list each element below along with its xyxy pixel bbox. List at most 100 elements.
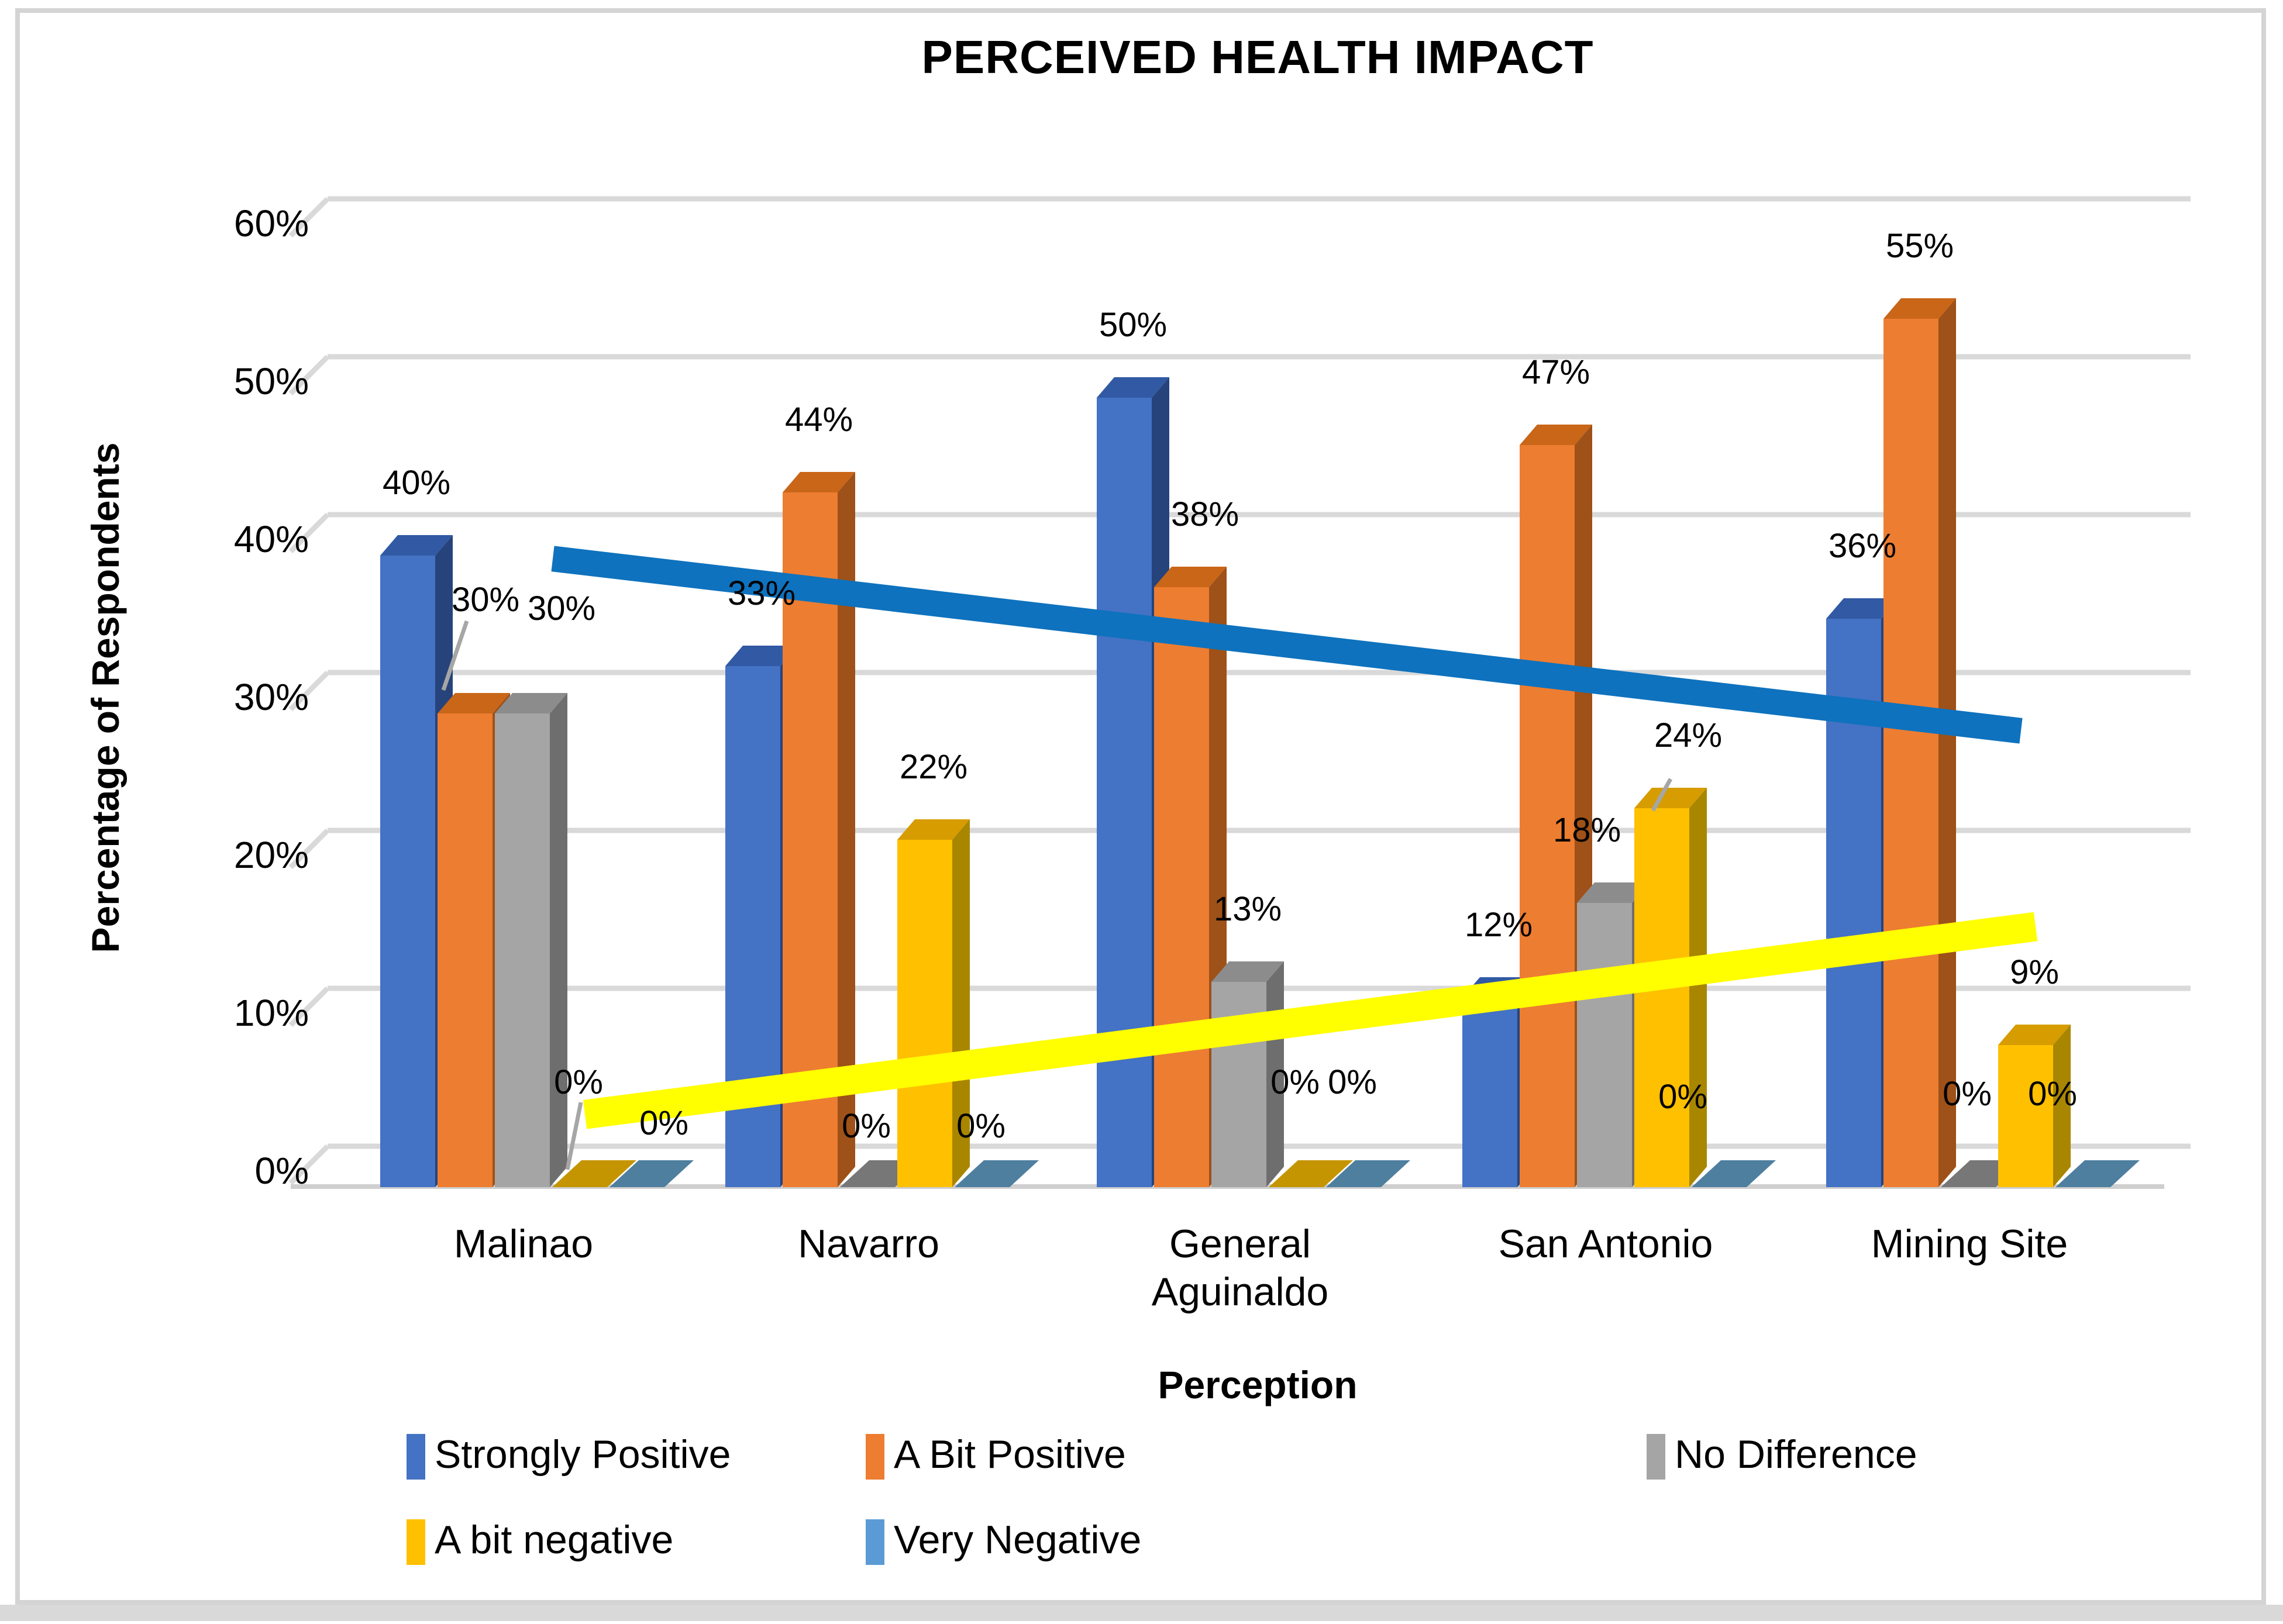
zero-bar-floor-marker — [1326, 1160, 1410, 1187]
data-label: 50% — [1099, 306, 1167, 344]
gridline-3d-stub — [288, 670, 330, 712]
data-label: 0% — [2028, 1075, 2077, 1113]
zero-bar-floor-marker — [1269, 1160, 1353, 1187]
legend-swatch — [407, 1519, 425, 1565]
data-label: 0% — [1270, 1063, 1320, 1101]
bar-side-face — [1938, 298, 1956, 1187]
bar — [1634, 808, 1689, 1187]
bar-top-face — [1883, 298, 1956, 319]
bar-side-face — [838, 472, 855, 1187]
bar-top-face — [725, 646, 798, 666]
bar-top-face — [783, 472, 855, 492]
gridline-3d-stub — [288, 354, 330, 396]
bar — [1577, 903, 1632, 1187]
data-label: 47% — [1522, 353, 1590, 391]
y-tick-label: 40% — [234, 518, 309, 560]
x-category-label: Mining Site — [1871, 1222, 2068, 1266]
data-label: 36% — [1829, 527, 1896, 565]
legend-label: A bit negative — [435, 1518, 674, 1562]
bar-top-face — [495, 693, 567, 713]
zero-bar-floor-marker — [1692, 1160, 1776, 1187]
data-label: 55% — [1886, 227, 1954, 265]
legend-label: No Difference — [1675, 1432, 1917, 1477]
bar — [1520, 445, 1575, 1187]
chart-title: PERCEIVED HEALTH IMPACT — [921, 31, 1594, 83]
bar-top-face — [1998, 1025, 2071, 1045]
bar-side-face — [952, 819, 970, 1187]
bar — [1883, 319, 1938, 1187]
gridline-3d-stub — [288, 986, 330, 1028]
data-label: 38% — [1171, 495, 1239, 533]
bar-top-face — [1577, 882, 1650, 903]
bar-top-face — [1097, 377, 1169, 398]
bar — [1097, 398, 1152, 1187]
x-category-label: San Antonio — [1499, 1222, 1713, 1266]
data-label: 24% — [1654, 716, 1722, 754]
trend-line-blue — [551, 546, 2023, 744]
data-label: 12% — [1465, 906, 1533, 944]
y-tick-label: 50% — [234, 360, 309, 402]
data-label: 9% — [2010, 953, 2059, 991]
zero-bar-floor-marker — [955, 1160, 1039, 1187]
data-label: 18% — [1553, 811, 1621, 849]
legend-swatch — [407, 1434, 425, 1480]
data-label: 0% — [842, 1107, 891, 1145]
y-tick-label: 60% — [234, 202, 309, 244]
page-bottom-strip — [0, 1605, 2283, 1621]
gridline-3d-stub — [288, 512, 330, 554]
y-tick-label: 30% — [234, 676, 309, 718]
legend-label: Strongly Positive — [435, 1432, 731, 1477]
gridline-3d-stub — [288, 196, 330, 238]
bar — [1998, 1045, 2053, 1187]
bar — [897, 840, 952, 1187]
bar-top-face — [897, 819, 970, 840]
legend-label: A Bit Positive — [894, 1432, 1126, 1477]
data-label: 40% — [383, 464, 450, 502]
legend-swatch — [866, 1519, 884, 1565]
bar-top-face — [380, 535, 453, 556]
legend-label: Very Negative — [894, 1518, 1142, 1562]
legend-item-very-negative: Very Negative — [866, 1519, 1141, 1565]
data-label: 44% — [785, 401, 853, 439]
zero-bar-floor-marker — [610, 1160, 694, 1187]
legend-swatch — [866, 1434, 884, 1480]
data-label-leader-line — [441, 620, 469, 691]
legend-item-no-difference: No Difference — [1647, 1432, 1917, 1480]
zero-bar-floor-marker — [552, 1160, 636, 1187]
data-label: 30% — [528, 589, 595, 627]
data-label: 0% — [1328, 1063, 1377, 1101]
data-label-leader-line — [1651, 778, 1673, 812]
bar — [438, 713, 493, 1187]
data-label: 33% — [728, 574, 796, 612]
bar — [1154, 587, 1209, 1187]
x-category-label: Aguinaldo — [1152, 1270, 1328, 1314]
data-label: 0% — [956, 1107, 1006, 1145]
data-label: 0% — [554, 1063, 603, 1101]
gridline-3d-stub — [288, 1144, 330, 1185]
data-label: 0% — [639, 1104, 688, 1142]
legend-item-a-bit-negative: A bit negative — [407, 1519, 673, 1565]
x-category-label: Malinao — [454, 1222, 593, 1266]
x-category-label: General — [1169, 1222, 1311, 1266]
legend-item-a-bit-positive: A Bit Positive — [866, 1432, 1126, 1480]
bar-side-face — [2053, 1025, 2071, 1187]
y-tick-label: 20% — [234, 834, 309, 876]
bar-top-face — [438, 693, 510, 713]
x-category-label: Navarro — [798, 1222, 939, 1266]
page-border — [15, 8, 2266, 1605]
data-label: 0% — [1658, 1078, 1707, 1116]
bar-top-face — [1826, 598, 1899, 619]
bar-top-face — [1634, 788, 1707, 808]
trend-line-yellow — [583, 912, 2038, 1129]
legend-swatch — [1647, 1434, 1665, 1480]
bar-side-face — [550, 693, 567, 1187]
gridline-3d-stub — [288, 828, 330, 870]
data-label: 22% — [900, 748, 967, 786]
bar-top-face — [1520, 425, 1592, 445]
bar-top-face — [1211, 961, 1284, 982]
y-tick-label: 10% — [234, 992, 309, 1034]
bar — [495, 713, 550, 1187]
bar-top-face — [1154, 567, 1227, 587]
